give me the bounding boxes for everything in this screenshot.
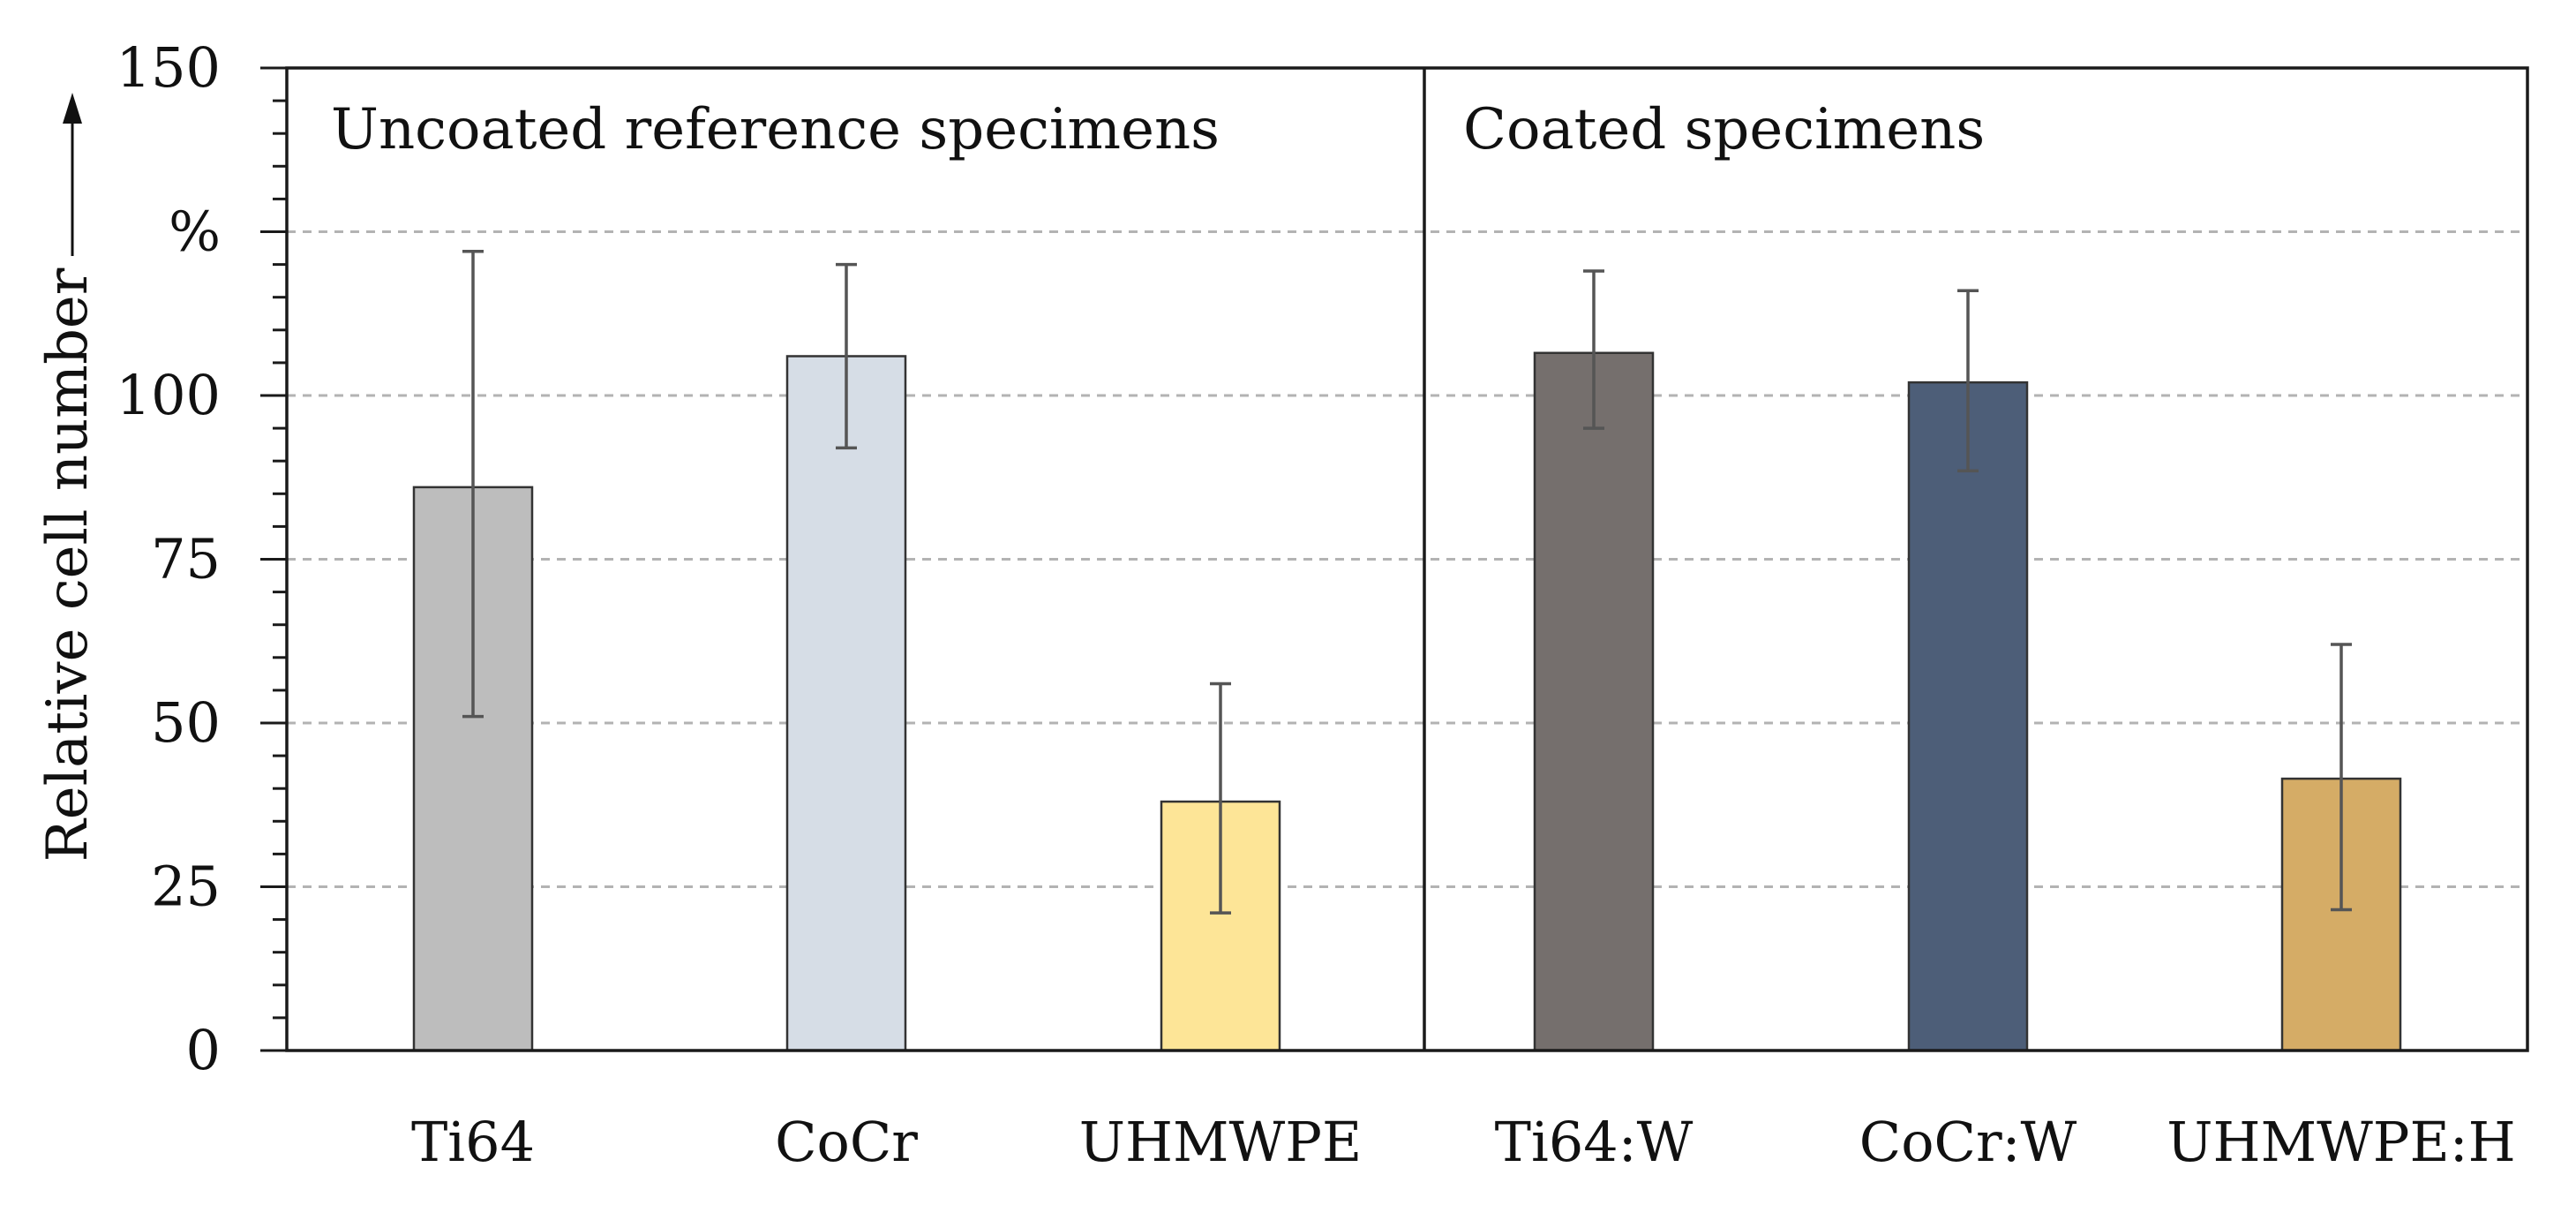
group-label-uncoated: Uncoated reference specimens xyxy=(331,97,1220,162)
x-label-uhmwpe: UHMWPE xyxy=(1079,1110,1363,1174)
y-tick-label-75: 75 xyxy=(151,527,221,591)
y-unit-label: % xyxy=(169,200,221,264)
error-bars xyxy=(462,250,2352,915)
bar-ti64-w xyxy=(1533,351,1655,1052)
bars xyxy=(412,351,2402,1052)
bar-cocr xyxy=(785,355,907,1052)
x-label-ti64-w: Ti64:W xyxy=(1495,1110,1694,1174)
y-tick-label-0: 0 xyxy=(186,1018,221,1082)
y-tick-label-150: 150 xyxy=(116,35,221,100)
y-tick-label-100: 100 xyxy=(116,363,221,427)
labels: 0 25 50 75 100 150% Relative cell number Ti64 Co… xyxy=(35,35,2516,1174)
y-axis-ticks xyxy=(260,66,287,1052)
gridlines xyxy=(287,230,2527,888)
x-label-cocr: CoCr xyxy=(775,1110,918,1174)
y-axis-title: Relative cell number xyxy=(35,267,101,862)
x-label-ti64: Ti64 xyxy=(411,1110,535,1174)
group-label-coated: Coated specimens xyxy=(1463,97,1985,162)
y-tick-label-25: 25 xyxy=(151,855,221,919)
x-label-uhmwpe-h: UHMWPE:H xyxy=(2167,1110,2515,1174)
bar-cocr-w xyxy=(1907,380,2029,1052)
y-tick-label-50: 50 xyxy=(151,690,221,755)
x-label-cocr-w: CoCr:W xyxy=(1859,1110,2077,1174)
y-axis-arrow-head xyxy=(63,93,82,124)
